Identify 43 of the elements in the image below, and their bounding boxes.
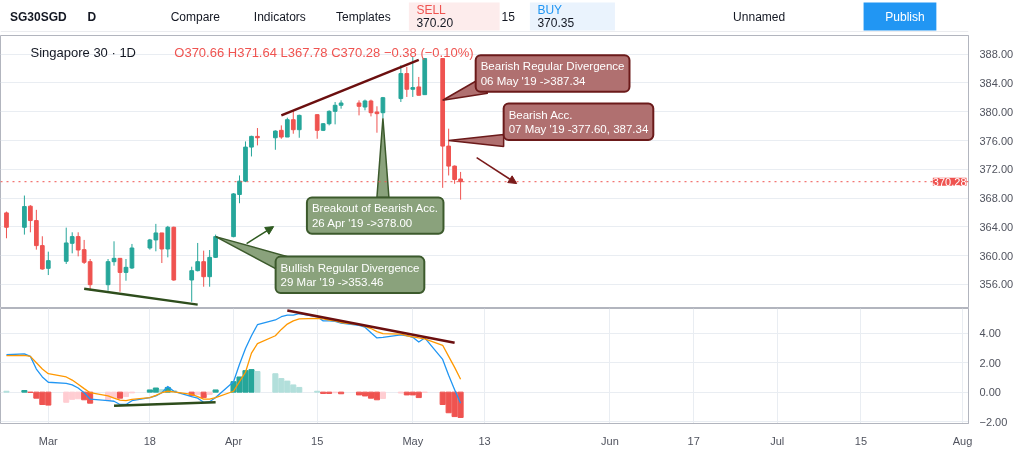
text: Unnamed: [733, 9, 786, 24]
y-tick-label: 384.00: [979, 76, 1014, 89]
text: Compare: [170, 9, 221, 24]
text: Singapore 30 · 1D: [30, 45, 137, 60]
y-tick-label: 376.00: [979, 134, 1014, 147]
ref-line-label: 370.28: [932, 175, 967, 188]
text: D: [87, 9, 97, 24]
y-tick-label: 368.00: [979, 192, 1014, 205]
text: Indicators: [253, 9, 306, 24]
annotation: Bullish Regular Divergence 29 Mar '19 ->353.46: [280, 261, 420, 289]
x-tick-label: 15: [854, 434, 868, 447]
x-tick-label: 18: [143, 434, 157, 447]
x-tick-label: Jul: [770, 434, 785, 447]
annotation: Bearish Regular Divergence 06 May '19 ->387.34: [480, 60, 625, 87]
x-tick-label: Apr: [224, 434, 243, 447]
y-tick-label: 372.00: [979, 163, 1014, 176]
y-tick-label: 360.00: [979, 249, 1014, 262]
x-tick-label: 17: [687, 434, 700, 447]
x-tick-label: Aug: [952, 434, 973, 447]
x-tick-label: 15: [311, 434, 324, 447]
y-tick-label: 356.00: [979, 278, 1014, 291]
y-tick-label: −2.00: [979, 415, 1008, 428]
text: SG30SGD: [9, 9, 67, 24]
x-tick-label: Jun: [601, 434, 619, 447]
y-tick-label: 2.00: [979, 356, 1001, 369]
y-tick-label: 4.00: [979, 327, 1001, 340]
x-tick-label: 13: [478, 434, 491, 447]
y-tick-label: 0.00: [979, 386, 1001, 399]
annotation: Bearish Acc. 07 May '19 -377.60, 387.34: [508, 108, 649, 135]
text: 370.20: [416, 16, 454, 30]
y-tick-label: 364.00: [979, 220, 1014, 233]
text: SELL: [416, 2, 447, 17]
text: BUY: [537, 2, 563, 17]
text: 15: [501, 10, 516, 24]
x-tick-label: May: [402, 434, 424, 447]
text: O370.66 H371.64 L367.78 C370.28 −0.38 (−0.10%): [174, 45, 474, 60]
annotation: Breakout of Bearish Acc. 26 Apr '19 ->378.00: [311, 202, 438, 229]
text: 370.35: [537, 16, 575, 30]
text: Templates: [336, 9, 391, 24]
y-tick-label: 380.00: [979, 105, 1014, 118]
x-tick-label: Mar: [38, 434, 59, 447]
text: Publish: [885, 9, 925, 24]
y-tick-label: 388.00: [979, 48, 1014, 61]
